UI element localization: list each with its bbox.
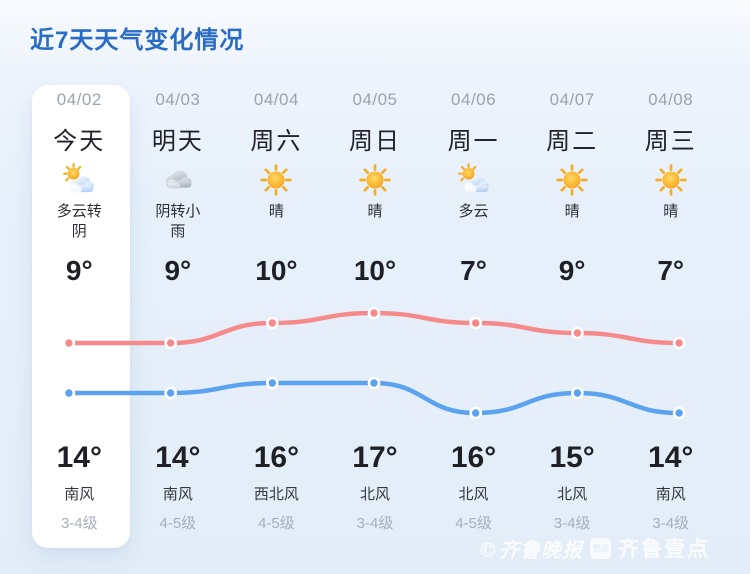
wind-level: 4-5级 <box>455 514 492 532</box>
weather-condition: 晴 <box>564 203 580 220</box>
day-column-04-06[interactable]: 04/06 周一 多云 7° 16° 北风 4-5级 <box>424 85 523 541</box>
wind-level: 3-4级 <box>60 514 98 532</box>
high-temp-value: 14° <box>56 441 102 474</box>
weather-condition: 阴转小雨 <box>155 203 201 240</box>
wind-level: 3-4级 <box>652 514 690 532</box>
high-temp-value: 15° <box>549 441 595 474</box>
weather-condition: 晴 <box>367 203 383 220</box>
low-temp-value: 10° <box>255 255 298 286</box>
chart-spacer <box>227 295 326 433</box>
wind-direction: 西北风 <box>253 485 299 503</box>
day-label: 周日 <box>348 127 401 155</box>
wind-direction: 北风 <box>359 485 390 503</box>
day-label: 周二 <box>546 127 599 155</box>
day-date: 04/03 <box>155 90 201 109</box>
high-temp-value: 14° <box>155 441 201 474</box>
high-temp-value: 16° <box>450 441 497 474</box>
wind-direction: 北风 <box>557 485 588 503</box>
page-title: 近7天天气变化情况 <box>30 27 245 54</box>
watermark-brand: 齐鲁壹点 <box>618 538 710 561</box>
weather-condition: 晴 <box>663 203 679 220</box>
wind-direction: 南风 <box>655 485 686 503</box>
chart-spacer <box>523 295 622 433</box>
day-label: 周六 <box>250 127 303 155</box>
wind-level: 4-5级 <box>258 514 295 532</box>
low-temp-value: 7° <box>657 255 685 286</box>
weather-condition: 多云 <box>458 203 489 220</box>
partly-cloudy-icon <box>30 161 129 199</box>
wind-level: 4-5级 <box>159 514 197 532</box>
wind-direction: 南风 <box>162 485 193 503</box>
day-column-04-03[interactable]: 04/03 明天 阴转小雨 9° 14° 南风 4-5级 <box>129 85 228 541</box>
low-temp-value: 9° <box>164 255 192 286</box>
sunny-icon <box>621 161 720 199</box>
low-temp-value: 10° <box>353 255 397 286</box>
wind-level: 3-4级 <box>553 514 591 532</box>
day-column-04-08[interactable]: 04/08 周三 晴 7° 14° 南风 3-4级 <box>621 85 720 541</box>
high-temp-value: 17° <box>352 441 398 474</box>
day-date: 04/07 <box>549 90 595 109</box>
chart-spacer <box>30 295 129 433</box>
sunny-icon <box>227 161 326 199</box>
wind-direction: 北风 <box>458 485 489 503</box>
day-date: 04/02 <box>56 90 102 109</box>
chart-spacer <box>621 295 720 433</box>
day-label: 明天 <box>151 127 204 155</box>
weather-condition: 晴 <box>268 203 284 220</box>
chart-spacer <box>326 295 425 433</box>
wind-level: 3-4级 <box>356 514 394 532</box>
wind-direction: 南风 <box>64 485 95 503</box>
chart-spacer <box>129 295 228 433</box>
day-column-04-05[interactable]: 04/05 周日 晴 10° 17° 北风 3-4级 <box>326 85 425 541</box>
low-temp-value: 7° <box>460 255 487 286</box>
day-date: 04/06 <box>451 90 497 109</box>
forecast-columns: 04/02 今天 多云转阴 9° 14° 南风 3-4级 04/03 明天 阴转… <box>30 85 720 541</box>
watermark-copyright: ©齐鲁晚报 <box>478 537 583 562</box>
day-column-04-04[interactable]: 04/04 周六 晴 10° 16° 西北风 4-5级 <box>227 85 326 541</box>
low-temp-value: 9° <box>65 255 93 286</box>
high-temp-value: 16° <box>253 441 300 474</box>
high-temp-value: 14° <box>648 441 694 474</box>
day-date: 04/08 <box>648 90 694 109</box>
yidian-badge-icon: 壹点 <box>590 537 611 559</box>
cloudy-icon <box>129 161 228 199</box>
day-date: 04/04 <box>253 90 299 109</box>
sunny-icon <box>326 161 425 199</box>
day-column-04-02[interactable]: 04/02 今天 多云转阴 9° 14° 南风 3-4级 <box>30 85 129 541</box>
day-label: 周三 <box>644 127 697 155</box>
watermark: ©齐鲁晚报 壹点 齐鲁壹点 <box>478 533 710 563</box>
sunny-icon <box>523 161 622 199</box>
day-label: 今天 <box>53 127 106 155</box>
day-label: 周一 <box>447 127 500 155</box>
low-temp-value: 9° <box>558 255 586 286</box>
chart-spacer <box>424 295 523 433</box>
partly-cloudy-icon <box>424 161 523 199</box>
day-column-04-07[interactable]: 04/07 周二 晴 9° 15° 北风 3-4级 <box>523 85 622 541</box>
weather-condition: 多云转阴 <box>56 203 102 240</box>
day-date: 04/05 <box>352 90 398 109</box>
